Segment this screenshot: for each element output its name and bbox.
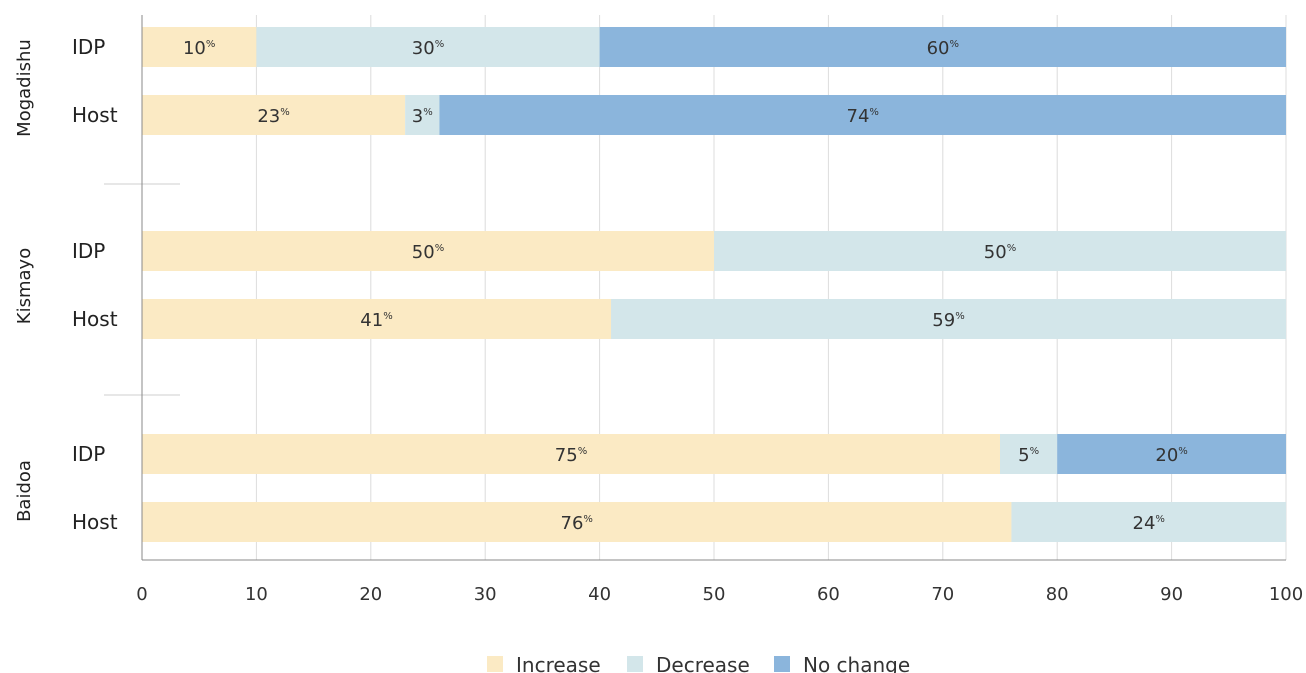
x-tick-label: 100 <box>1269 584 1303 605</box>
x-tick-label: 80 <box>1046 584 1069 605</box>
data-label: 59% <box>932 310 964 331</box>
x-tick-label: 70 <box>931 584 954 605</box>
bar-segment <box>611 299 1286 339</box>
data-label: 60% <box>927 38 959 59</box>
x-tick-labels: 0 10 20 30 40 50 60 70 80 90 100 <box>136 584 1303 605</box>
legend-label: No change <box>803 653 910 673</box>
bar-segment <box>142 299 612 339</box>
bar-segment <box>142 95 406 135</box>
bar-segment <box>256 27 600 67</box>
bar-segment <box>405 95 440 135</box>
category-label: IDP <box>72 239 105 263</box>
group-label: Mogadishu <box>14 39 35 137</box>
category-label: Host <box>72 307 118 331</box>
x-tick-label: 20 <box>359 584 382 605</box>
data-label: 23% <box>257 106 289 127</box>
x-tick-label: 50 <box>703 584 726 605</box>
bar-segment <box>439 95 1286 135</box>
x-tick-label: 60 <box>817 584 840 605</box>
category-label: Host <box>72 103 118 127</box>
category-label: Host <box>72 510 118 534</box>
legend-swatch <box>627 656 643 672</box>
data-label: 20% <box>1155 445 1187 466</box>
x-tick-label: 30 <box>474 584 497 605</box>
axes <box>141 15 1286 561</box>
bars <box>142 27 1286 542</box>
bar-segment <box>142 27 257 67</box>
group-label: Kismayo <box>14 248 35 324</box>
x-tick-label: 40 <box>588 584 611 605</box>
legend: Increase Decrease No change <box>487 653 910 673</box>
x-tick-label: 0 <box>136 584 147 605</box>
data-label: 50% <box>984 242 1016 263</box>
bar-segment <box>142 434 1000 474</box>
data-label: 5% <box>1018 445 1039 466</box>
group-label: Baidoa <box>14 460 35 522</box>
bar-segment <box>1000 434 1058 474</box>
data-label: 76% <box>561 513 593 534</box>
x-tick-label: 10 <box>245 584 268 605</box>
bar-segment <box>714 231 1286 271</box>
data-label: 30% <box>412 38 444 59</box>
group-labels: Mogadishu Kismayo Baidoa <box>14 39 35 522</box>
bar-segment <box>142 231 714 271</box>
category-label: IDP <box>72 442 105 466</box>
category-labels: IDP Host IDP Host IDP Host <box>72 35 118 534</box>
legend-swatch <box>774 656 790 672</box>
bar-segment <box>599 27 1286 67</box>
data-label: 24% <box>1133 513 1165 534</box>
category-label: IDP <box>72 35 105 59</box>
bar-segment <box>142 502 1012 542</box>
legend-label: Decrease <box>656 653 750 673</box>
data-label: 50% <box>412 242 444 263</box>
data-label: 74% <box>847 106 879 127</box>
data-label: 41% <box>360 310 392 331</box>
bar-segment <box>1011 502 1286 542</box>
data-label: 75% <box>555 445 587 466</box>
data-labels: 10% 30% 60% 23% 3% 74% 50% 50% 41% 59% 75% 5% 20% 76%… <box>183 38 1188 534</box>
legend-label: Increase <box>516 653 601 673</box>
data-label: 10% <box>183 38 215 59</box>
data-label: 3% <box>412 106 433 127</box>
legend-swatch <box>487 656 503 672</box>
bar-segment <box>1057 434 1286 474</box>
x-tick-label: 90 <box>1160 584 1183 605</box>
